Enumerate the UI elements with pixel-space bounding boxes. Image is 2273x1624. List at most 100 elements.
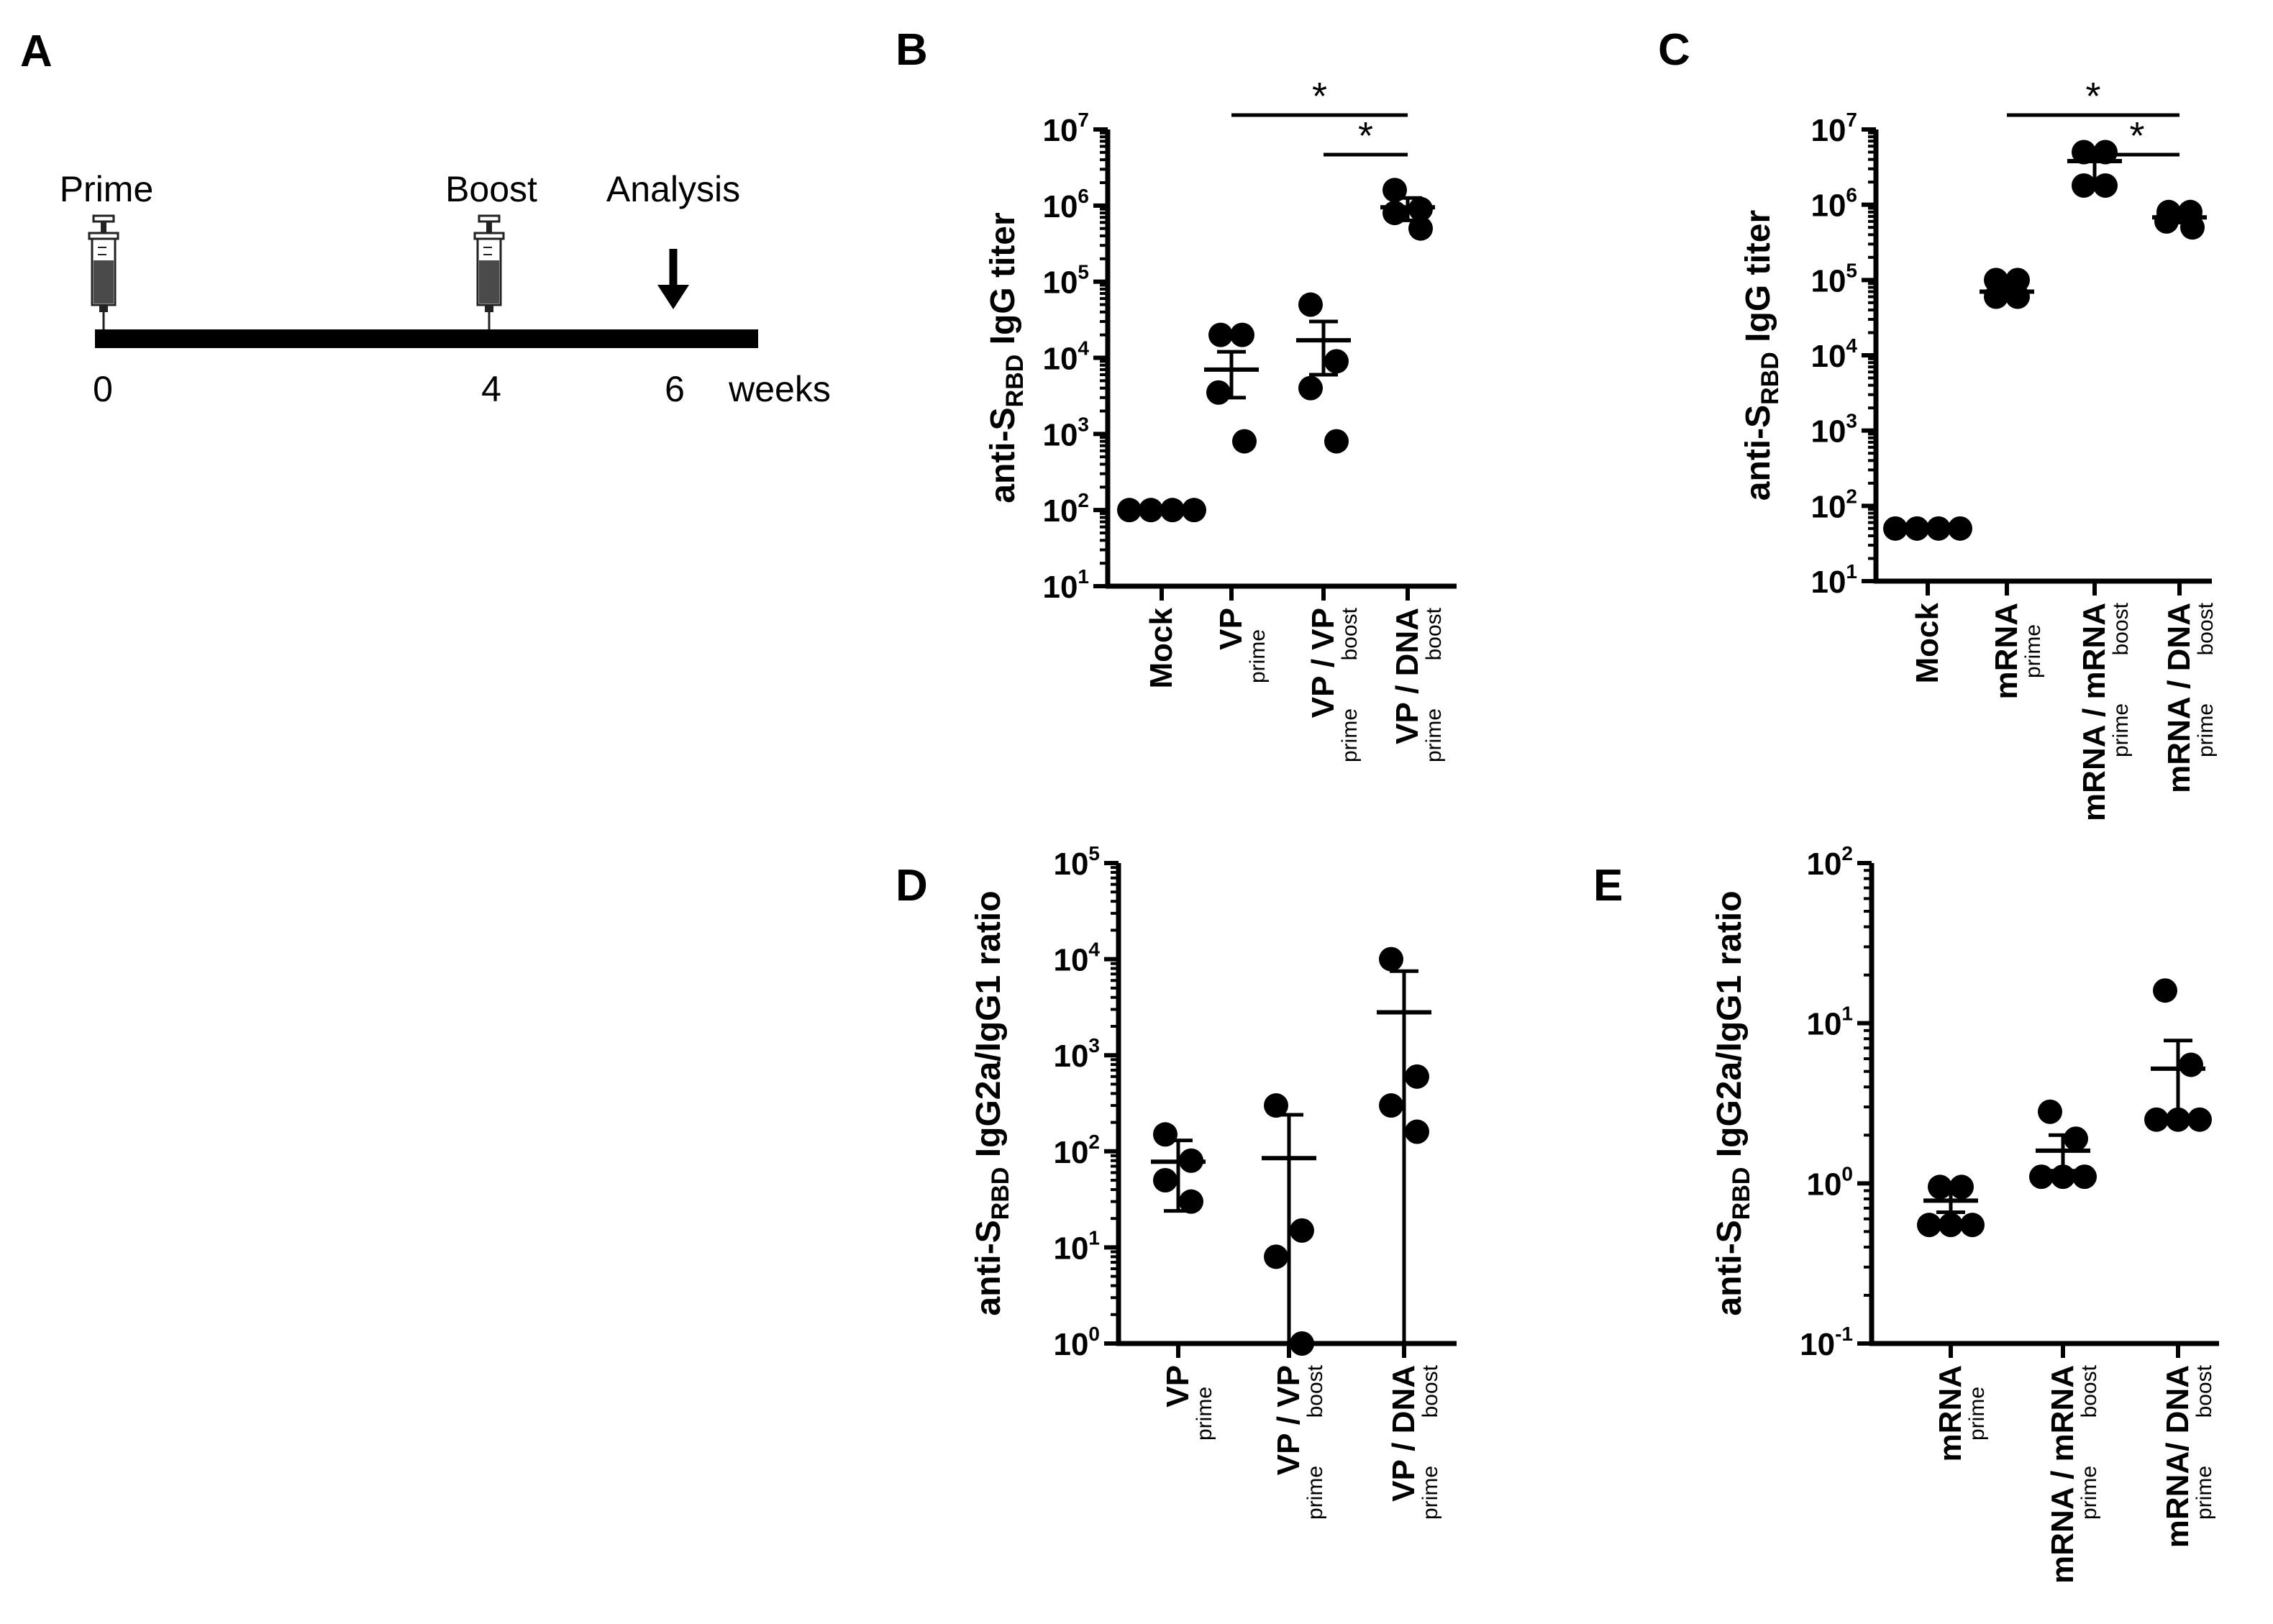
panel-b-igg-titer-vp: B 101 102 103 104 105 106 107 anti-SRBD IgG tite… [896, 25, 1457, 762]
y-tick-label: 10-1 [1800, 1323, 1853, 1362]
data-point [1960, 1213, 1985, 1238]
data-point [1153, 1122, 1178, 1147]
x-category-sublabel-boost: boost [2192, 1364, 2216, 1418]
x-category-sublabel-boost: boost [1338, 607, 1362, 660]
panel-label-e: E [1593, 861, 1623, 911]
x-category-label: VP / DNA [1386, 1365, 1421, 1502]
y-tick-label: 103 [1053, 1034, 1100, 1074]
data-point [1290, 1218, 1314, 1243]
significance-star: * [1358, 114, 1373, 158]
data-point [2153, 978, 2177, 1003]
x-category-label: VP / VP [1271, 1365, 1306, 1475]
y-axis-title: anti-SRBD IgG titer [984, 212, 1029, 503]
data-point [1298, 292, 1323, 317]
data-point [1379, 946, 1403, 972]
timeline-bar [95, 329, 758, 348]
y-tick-label: 105 [1042, 261, 1089, 301]
y-tick-label: 101 [1806, 1003, 1853, 1042]
data-point [2064, 1126, 2088, 1151]
panel-d-ratio-vp: D 100 101 102 103 104 105 anti-SRBD IgG2a/IgG1 … [896, 842, 1457, 1520]
y-tick-label: 107 [1042, 109, 1089, 148]
y-tick-label: 106 [1042, 185, 1089, 224]
data-point [2029, 1164, 2054, 1190]
data-point [1298, 375, 1323, 401]
y-tick-label: 100 [1053, 1323, 1100, 1362]
timeline-tick-0: 0 [93, 369, 113, 409]
y-tick-label: 103 [1042, 413, 1089, 452]
data-point [1264, 1093, 1288, 1118]
panel-label-b: B [896, 25, 928, 75]
x-category-sublabel-boost: boost [2077, 1364, 2101, 1418]
timeline-unit: weeks [728, 369, 831, 409]
x-category-label: VP / DNA [1390, 608, 1425, 744]
y-axis-title: anti-SRBD IgG titer [1739, 210, 1784, 501]
panel-a-timeline: A Prime Boost Analysis [20, 27, 831, 409]
y-tick-label: 105 [1053, 842, 1100, 882]
x-category-sublabel-prime: prime [1193, 1387, 1216, 1441]
y-tick-label: 102 [1053, 1131, 1100, 1170]
data-point [1324, 349, 1349, 374]
x-category-label: mRNA [1989, 603, 2024, 699]
data-point [1405, 1119, 1429, 1144]
x-category-label: mRNA / mRNA [2045, 1365, 2080, 1584]
timeline-tick-4: 4 [481, 369, 501, 409]
significance-star: * [1312, 75, 1327, 118]
y-tick-label: 100 [1806, 1162, 1853, 1202]
data-point [1883, 516, 1908, 541]
y-axis-title: anti-SRBD IgG2a/IgG1 ratio [970, 890, 1014, 1315]
data-point [1948, 516, 1972, 541]
timeline-label-analysis: Analysis [606, 169, 740, 209]
data-point [1405, 1064, 1429, 1089]
panel-e-ratio-mrna: E 10-1 100 101 102 anti-SRBD IgG2a/IgG1 ratio… [1593, 842, 2219, 1584]
syringe-icon [473, 214, 505, 332]
x-category-sublabel-prime: prime [2109, 703, 2133, 757]
data-point [2093, 140, 2118, 165]
x-category-sublabel-prime: prime [1965, 1387, 1989, 1441]
panel-label-d: D [896, 861, 928, 911]
data-point [1939, 1213, 1963, 1238]
data-point [1153, 1168, 1178, 1193]
data-point [2179, 1052, 2203, 1077]
data-point [1182, 498, 1206, 523]
x-category-sublabel-prime: prime [1303, 1466, 1327, 1520]
y-tick-label: 101 [1053, 1226, 1100, 1266]
data-point [1264, 1244, 1288, 1269]
y-tick-label: 101 [1042, 565, 1089, 605]
y-tick-label: 104 [1042, 337, 1089, 377]
panel-label-a: A [20, 27, 53, 76]
x-category-label: Mock [1144, 607, 1179, 688]
data-point [1117, 498, 1142, 523]
x-category-sublabel-prime: prime [1418, 1466, 1442, 1520]
x-category-sublabel-prime: prime [2077, 1466, 2101, 1520]
data-point [1208, 322, 1233, 347]
data-point [2038, 1099, 2062, 1124]
x-category-label: mRNA / DNA [2162, 603, 2197, 793]
x-category-sublabel-boost: boost [1422, 607, 1446, 660]
y-tick-label: 107 [1810, 109, 1857, 148]
data-point [1917, 1213, 1941, 1238]
syringe-icon [88, 214, 119, 332]
significance-star: * [2129, 114, 2144, 158]
y-tick-label: 104 [1053, 939, 1100, 978]
x-category-label: VP / VP [1306, 608, 1341, 718]
x-category-sublabel-prime: prime [2192, 1466, 2216, 1520]
data-point [1928, 1174, 1952, 1200]
data-point [2144, 1107, 2169, 1132]
data-point [1379, 1093, 1403, 1118]
data-point [2072, 1164, 2097, 1190]
x-category-sublabel-boost: boost [2194, 602, 2218, 655]
x-category-sublabel-boost: boost [1418, 1364, 1442, 1418]
panel-c-igg-titer-mrna: C 101 102 103 104 105 106 107 anti-SRBD IgG tite… [1658, 25, 2218, 821]
x-category-label: Mock [1910, 602, 1945, 683]
x-category-sublabel-prime: prime [2194, 703, 2218, 757]
data-point [2072, 140, 2096, 165]
x-category-sublabel-prime: prime [1422, 708, 1446, 762]
timeline-tick-6: 6 [665, 369, 685, 409]
x-category-sublabel-boost: boost [2109, 602, 2133, 655]
data-point [1232, 429, 1257, 454]
x-category-label: mRNA [1933, 1365, 1968, 1461]
data-point [1949, 1174, 1974, 1200]
y-axis-title: anti-SRBD IgG2a/IgG1 ratio [1711, 890, 1755, 1315]
data-point [1230, 322, 1254, 347]
